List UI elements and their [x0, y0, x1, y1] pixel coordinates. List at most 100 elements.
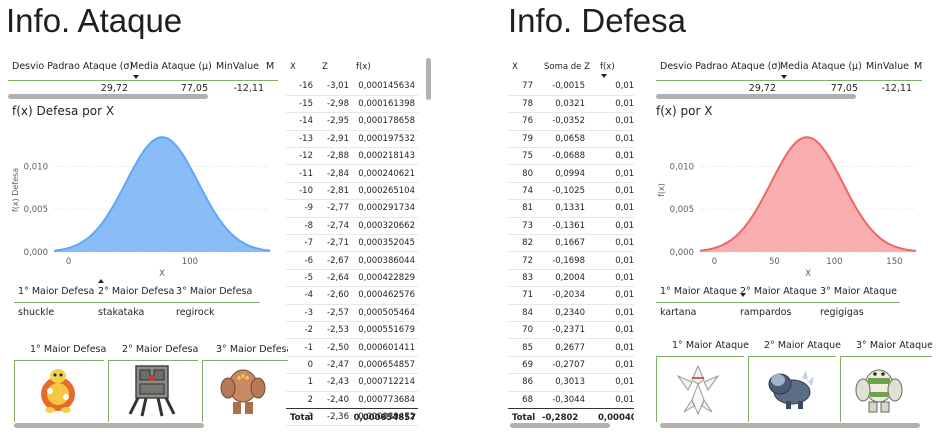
- table-row[interactable]: 2 -2,40 0,000773684: [286, 391, 418, 409]
- top3-header-2[interactable]: 2° Maior Defesa: [98, 286, 175, 297]
- table-row[interactable]: -14 -2,95 0,000178658: [286, 112, 418, 131]
- table-row[interactable]: -12 -2,88 0,000218143: [286, 147, 418, 166]
- table-row[interactable]: -3 -2,57 0,000505464: [286, 304, 418, 322]
- left-table-scrollbar[interactable]: [426, 58, 431, 100]
- table-cell: -0,3044: [536, 391, 588, 409]
- table-row[interactable]: -11 -2,84 0,000240621: [286, 164, 418, 183]
- table-row[interactable]: -1 -2,50 0,000601411: [286, 338, 418, 357]
- card-border: [748, 356, 749, 422]
- top3-header-1[interactable]: 1° Maior Ataque: [660, 286, 737, 297]
- table-header-x[interactable]: X: [512, 62, 518, 72]
- stats-header-min[interactable]: MinValue: [216, 61, 259, 72]
- stats-header-more[interactable]: M: [914, 61, 922, 72]
- table-cell: 0,000240621: [352, 164, 418, 183]
- right-chart-title: f(x) por X: [656, 104, 713, 118]
- table-row[interactable]: -4 -2,60 0,000462576: [286, 286, 418, 305]
- stats-header-sd[interactable]: Desvio Padrao Ataque (σ): [12, 61, 134, 72]
- table-row[interactable]: -5 -2,64 0,000422829: [286, 269, 418, 288]
- top3-header-2[interactable]: 2° Maior Ataque: [740, 286, 817, 297]
- table-row[interactable]: -7 -2,71 0,000352045: [286, 234, 418, 253]
- stats-header-sd[interactable]: Desvio Padrao Ataque (σ): [660, 61, 782, 72]
- right-stats-card[interactable]: Desvio Padrao Ataque (σ) Media Ataque (μ…: [656, 56, 922, 98]
- left-card-3[interactable]: 3° Maior Defesa: [202, 338, 288, 422]
- top3-header-1[interactable]: 1° Maior Defesa: [18, 286, 95, 297]
- table-row[interactable]: 1 -2,43 0,000712214: [286, 373, 418, 392]
- sort-up-icon[interactable]: [98, 279, 104, 283]
- shuckle-sprite-icon: [41, 369, 75, 413]
- right-stats-scrollbar[interactable]: [656, 94, 856, 99]
- stats-header-more[interactable]: M: [266, 61, 275, 72]
- table-header-fx[interactable]: f(x): [600, 62, 615, 72]
- table-cell: 0,0321: [536, 95, 588, 114]
- table-row[interactable]: -10 -2,81 0,000265104: [286, 182, 418, 201]
- right-cards-scrollbar[interactable]: [660, 423, 920, 428]
- stats-header-min[interactable]: MinValue: [866, 61, 909, 72]
- table-header-z[interactable]: Soma de Z: [544, 62, 590, 72]
- top3-header-3[interactable]: 3° Maior Defesa: [176, 286, 253, 297]
- right-data-table[interactable]: X Soma de Z f(x) 77-0,00150,0134780,0321…: [508, 56, 634, 428]
- card-label-1: 1° Maior Defesa: [30, 344, 107, 355]
- table-cell: -3: [286, 304, 316, 322]
- left-cards-scrollbar[interactable]: [14, 423, 204, 428]
- table-cell: 0,0131: [588, 286, 634, 305]
- table-header-z[interactable]: Z: [322, 62, 328, 72]
- table-row[interactable]: 0 -2,47 0,000654857: [286, 356, 418, 375]
- right-table-scrollbar[interactable]: [510, 423, 610, 428]
- table-row[interactable]: -8 -2,74 0,000320662: [286, 217, 418, 236]
- table-row[interactable]: 3 -2,36 0,000839472: [286, 408, 418, 427]
- left-density-chart: 0,000 0,005 0,010 0 100 Xf(x) Defesa: [11, 136, 271, 279]
- left-data-table[interactable]: X Z f(x) -16 -3,01 0,000145634 -15 -2,98 0,00…: [286, 56, 424, 428]
- table-header-fx[interactable]: f(x): [356, 62, 371, 72]
- table-row[interactable]: -2 -2,53 0,000551679: [286, 321, 418, 340]
- table-row[interactable]: 4-2,330,000909783: [286, 425, 418, 428]
- right-card-3[interactable]: 3° Maior Ataque: [840, 332, 932, 422]
- table-row[interactable]: -13 -2,91 0,000197532: [286, 130, 418, 149]
- right-card-2[interactable]: 2° Maior Ataque: [748, 332, 841, 422]
- table-cell: 0,000320662: [352, 217, 418, 236]
- left-stats-card[interactable]: Desvio Padrao Ataque (σ) Media Ataque (μ…: [8, 56, 278, 98]
- table-cell: 79: [508, 130, 536, 149]
- sort-down-icon[interactable]: [133, 75, 139, 79]
- stats-header-mean[interactable]: Media Ataque (μ): [780, 61, 862, 72]
- sort-down-icon[interactable]: [781, 75, 787, 79]
- table-row[interactable]: -6 -2,67 0,000386044: [286, 251, 418, 270]
- right-card-1[interactable]: 1° Maior Ataque: [656, 332, 749, 422]
- table-row[interactable]: -15 -2,98 0,000161398: [286, 95, 418, 114]
- left-card-2[interactable]: 2° Maior Defesa: [108, 338, 198, 422]
- table-row[interactable]: -9 -2,77 0,000291734: [286, 199, 418, 218]
- table-cell: 0,0133: [588, 199, 634, 218]
- table-cell: 0,000352045: [352, 234, 418, 253]
- table-cell: -8: [286, 217, 316, 236]
- sort-down-icon[interactable]: [740, 293, 746, 297]
- sort-down-icon[interactable]: [601, 74, 607, 78]
- card-border: [14, 360, 15, 422]
- table-header-x[interactable]: X: [290, 62, 296, 72]
- left-stats-scrollbar[interactable]: [8, 94, 208, 99]
- stats-header-mean[interactable]: Media Ataque (μ): [130, 61, 212, 72]
- table-row[interactable]: 76-0,03520,0134: [508, 112, 634, 131]
- table-row[interactable]: -16 -3,01 0,000145634: [286, 78, 418, 96]
- left-card-1[interactable]: 1° Maior Defesa: [14, 338, 107, 422]
- top3-header-3[interactable]: 3° Maior Ataque: [820, 286, 897, 297]
- total-label: Total: [290, 413, 314, 423]
- top3-divider: [656, 302, 900, 303]
